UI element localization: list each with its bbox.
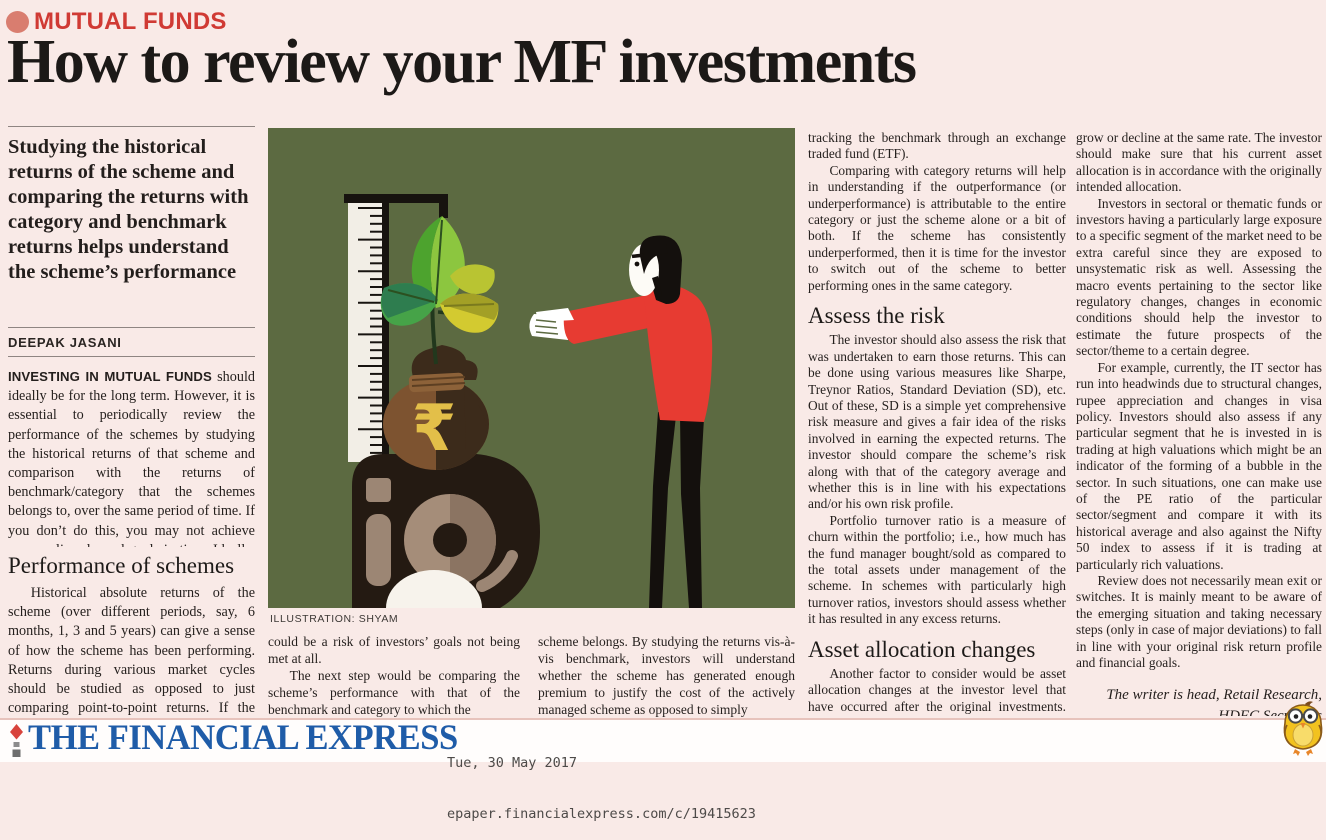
lead-in-rest: should ideally be for the long term. How… xyxy=(8,369,255,547)
body-paragraph: Portfolio turnover ratio is a measure of… xyxy=(808,512,1066,627)
kicker-dot-icon xyxy=(6,11,29,33)
body-paragraph: INVESTING IN MUTUAL FUNDS should ideally… xyxy=(8,367,255,547)
body-paragraph: could be a risk of investors’ goals not … xyxy=(268,634,520,667)
owl-mascot-icon xyxy=(1281,701,1325,762)
section-kicker: MUTUAL FUNDS xyxy=(34,8,227,35)
body-paragraph: Investors in sectoral or thematic funds … xyxy=(1076,195,1322,359)
article-illustration: ₹ xyxy=(268,128,795,608)
footer-bar xyxy=(0,718,1326,762)
rule-below-standfirst xyxy=(8,327,255,328)
illustration-credit: ILLUSTRATION: SHYAM xyxy=(270,613,399,625)
standfirst: Studying the historical returns of the s… xyxy=(8,136,249,283)
plant-icon xyxy=(380,216,499,365)
tape-measure-icon xyxy=(352,454,540,608)
body-paragraph: The investor should also assess the risk… xyxy=(808,332,1066,512)
column-4: tracking the benchmark through an exchan… xyxy=(808,130,1066,716)
body-paragraph: grow or decline at the same rate. The in… xyxy=(1076,130,1322,195)
rupee-symbol: ₹ xyxy=(412,392,457,466)
section-heading-assess-risk: Assess the risk xyxy=(808,303,945,329)
body-paragraph: Comparing with category returns will hel… xyxy=(808,162,1066,293)
footer-meta: Tue, 30 May 2017 epaper.financialexpress… xyxy=(447,721,756,840)
epaper-url[interactable]: epaper.financialexpress.com/c/19415623 xyxy=(447,806,756,822)
byline: DEEPAK JASANI xyxy=(8,335,122,350)
body-paragraph: The next step would be comparing the sch… xyxy=(268,668,520,717)
writer-credit: The writer is head, Retail Research, HDF… xyxy=(1076,685,1322,716)
performance-paragraph: Historical absolute returns of the schem… xyxy=(8,584,255,716)
body-paragraph: Review does not necessarily mean exit or… xyxy=(1076,572,1322,670)
rule-above-standfirst xyxy=(8,126,255,127)
column-2: could be a risk of investors’ goals not … xyxy=(268,633,520,717)
column-3: scheme belongs. By studying the returns … xyxy=(538,633,795,717)
column-5: grow or decline at the same rate. The in… xyxy=(1076,130,1322,716)
body-paragraph: Another factor to consider would be asse… xyxy=(808,665,1066,716)
body-paragraph: scheme belongs. By studying the returns … xyxy=(538,634,795,717)
section-heading-performance: Performance of schemes xyxy=(8,553,235,578)
article-headline: How to review your MF investments xyxy=(7,28,917,96)
lead-paragraph: INVESTING IN MUTUAL FUNDS should ideally… xyxy=(8,367,255,547)
rule-below-byline xyxy=(8,356,255,357)
section-heading-asset-allocation: Asset allocation changes xyxy=(808,636,1036,662)
writer-credit-line2: HDFC Securities xyxy=(1218,707,1322,716)
fe-masthead-icon xyxy=(8,723,25,763)
edition-date: Tue, 30 May 2017 xyxy=(447,755,578,771)
ruler-icon xyxy=(344,194,448,462)
body-paragraph: Historical absolute returns of the schem… xyxy=(8,585,255,716)
lead-in-bold: INVESTING IN MUTUAL FUNDS xyxy=(8,369,212,384)
newspaper-brand: THE FINANCIAL EXPRESS xyxy=(28,717,458,757)
man-figure xyxy=(529,235,713,608)
writer-credit-line1: The writer is head, Retail Research, xyxy=(1106,687,1322,704)
money-bag-icon: ₹ xyxy=(383,345,489,470)
illustration-svg: ₹ xyxy=(268,128,795,608)
body-paragraph: For example, currently, the IT sector ha… xyxy=(1076,359,1322,572)
body-paragraph: tracking the benchmark through an exchan… xyxy=(808,130,1066,162)
